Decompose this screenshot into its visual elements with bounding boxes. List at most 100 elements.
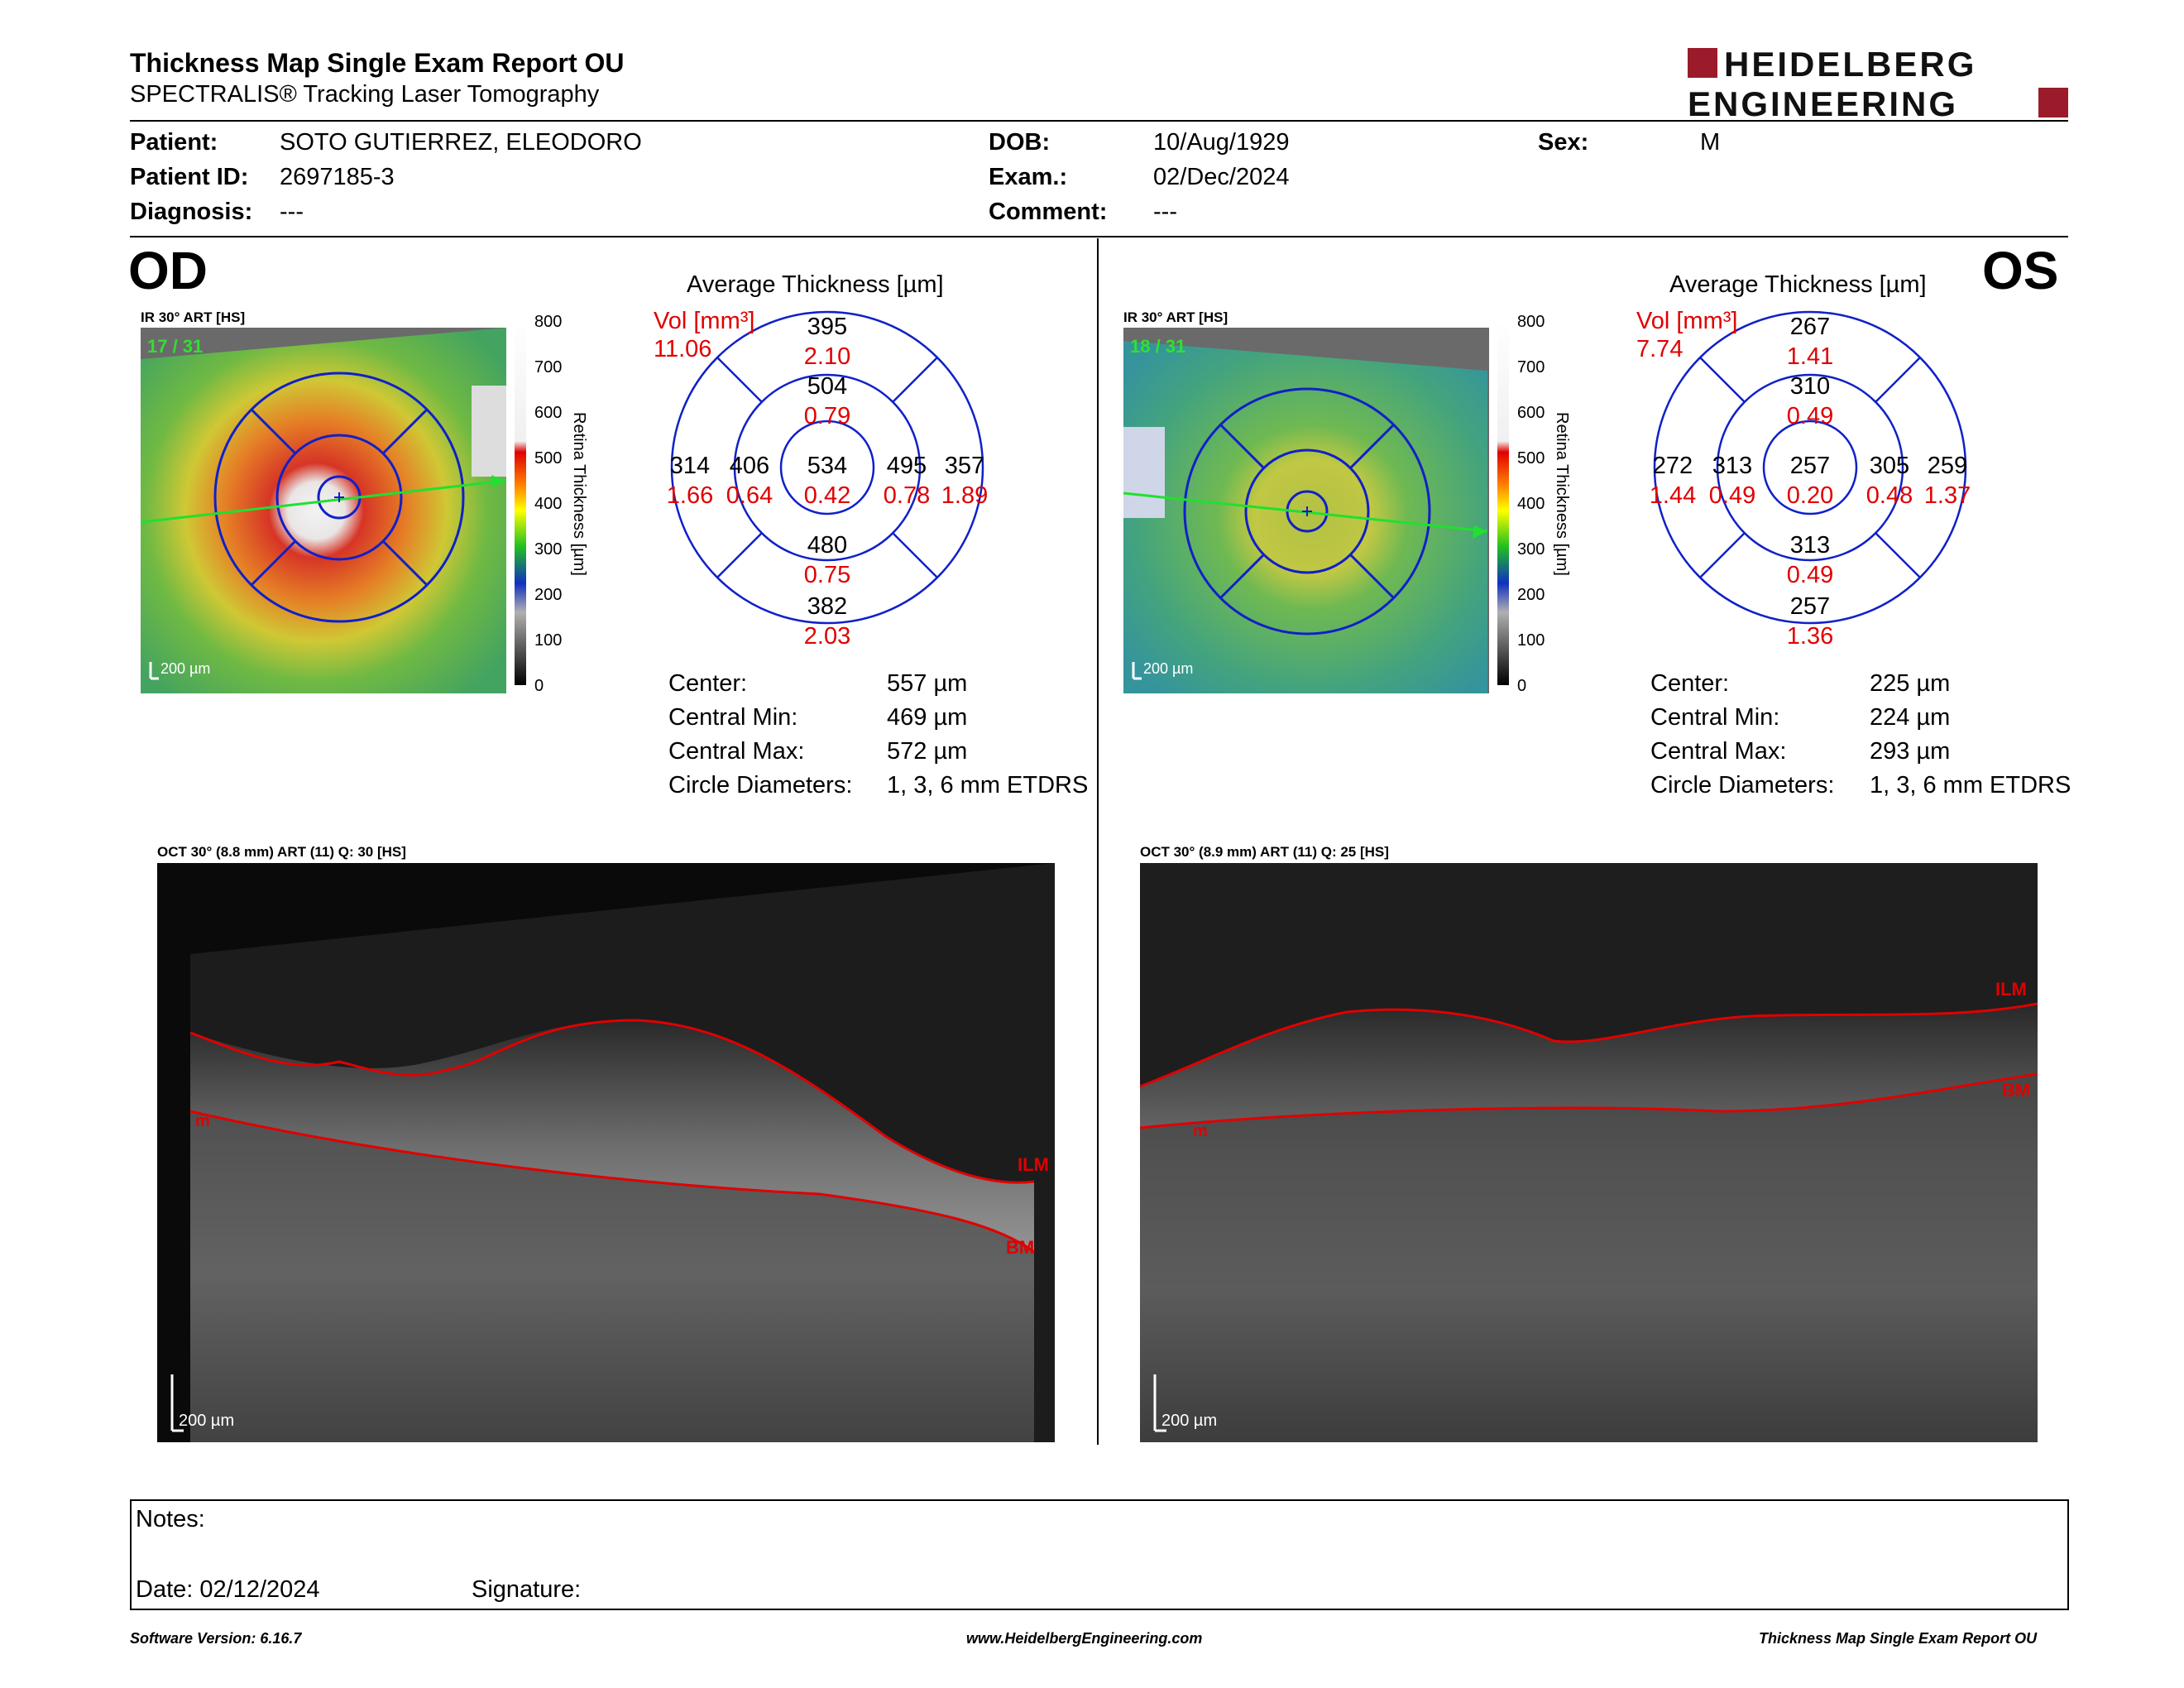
os-inner-inf-thickness: 313: [1790, 532, 1830, 559]
od-outer-right-volume: 1.89: [941, 482, 988, 509]
os-min-value: 224 µm: [1870, 704, 1951, 731]
os-map-scale: 200 µm: [1143, 660, 1193, 677]
od-min-label: Central Min:: [668, 704, 798, 731]
scale-tick: 400: [1517, 495, 1545, 513]
footer-website: www.HeidelbergEngineering.com: [966, 1630, 1203, 1647]
os-center-label: Center:: [1650, 670, 1730, 697]
od-bm-label: BM: [1006, 1237, 1034, 1258]
od-center-volume: 0.42: [804, 482, 850, 509]
od-vol-label: Vol [mm³]: [654, 308, 755, 334]
os-inner-left-volume: 0.49: [1709, 482, 1755, 509]
exam-label: Exam.:: [989, 164, 1068, 190]
os-center-value: 225 µm: [1870, 670, 1951, 697]
os-inner-right-thickness: 305: [1870, 453, 1909, 479]
od-diam-label: Circle Diameters:: [668, 772, 853, 798]
od-outer-left-volume: 1.66: [667, 482, 713, 509]
scale-tick: 100: [534, 631, 562, 650]
od-vol-value: 11.06: [654, 336, 712, 362]
os-max-value: 293 µm: [1870, 738, 1951, 765]
diagnosis-label: Diagnosis:: [130, 199, 253, 225]
od-avg-title: Average Thickness [µm]: [687, 271, 944, 298]
scale-tick: 300: [1517, 540, 1545, 559]
os-bm-label: BM: [2002, 1080, 2030, 1101]
scale-tick: 500: [534, 449, 562, 468]
signature-label: Signature:: [472, 1576, 582, 1603]
os-min-label: Central Min:: [1650, 704, 1780, 731]
heidelberg-logo: HEIDELBERG ENGINEERING: [1688, 46, 2068, 119]
notes-box: [130, 1499, 2069, 1610]
eye-divider: [1097, 238, 1099, 1445]
od-m-label: m: [195, 1112, 210, 1130]
od-inner-sup-thickness: 504: [807, 373, 847, 400]
od-outer-right-thickness: 357: [945, 453, 984, 479]
os-inner-sup-volume: 0.49: [1787, 403, 1833, 429]
os-m-label: m: [1193, 1122, 1208, 1140]
os-outer-left-thickness: 272: [1653, 453, 1693, 479]
os-oct-scan: ILM BM m 200 µm: [1140, 863, 2038, 1442]
od-oct-label: OCT 30° (8.8 mm) ART (11) Q: 30 [HS]: [157, 844, 406, 860]
od-oct-scale: 200 µm: [179, 1412, 234, 1430]
os-outer-inf-volume: 1.36: [1787, 623, 1833, 650]
notes-date: Date: 02/12/2024: [136, 1576, 320, 1603]
os-thickness-map: 18 / 31 200 µm: [1123, 328, 1489, 693]
sex-value: M: [1700, 129, 1721, 156]
od-min-value: 469 µm: [887, 704, 968, 731]
od-center-thickness: 534: [807, 453, 847, 479]
od-thickness-map: 17 / 31 200 µm: [141, 328, 506, 693]
exam-value: 02/Dec/2024: [1153, 164, 1290, 190]
os-color-scale: 800 700 600 500 400 300 200 100 0 Retina…: [1497, 313, 1571, 693]
os-avg-title: Average Thickness [µm]: [1669, 271, 1927, 298]
patient-id-value: 2697185-3: [280, 164, 395, 190]
report-subtitle: SPECTRALIS® Tracking Laser Tomography: [130, 81, 600, 108]
scale-tick: 100: [1517, 631, 1545, 650]
od-etdrs-grid: 395 2.10 504 0.79 534 0.42 480 0.75 382 …: [667, 310, 988, 650]
os-ir-label: IR 30° ART [HS]: [1123, 309, 1228, 325]
scale-tick: 0: [1517, 677, 1526, 693]
od-center-label: Center:: [668, 670, 748, 697]
od-oct-scan: ILM BM m 200 µm: [157, 863, 1055, 1442]
header-divider: [130, 120, 2068, 122]
od-map-scale: 200 µm: [160, 660, 210, 677]
os-frame-count: 18 / 31: [1130, 336, 1185, 357]
footer-software-version: Software Version: 6.16.7: [130, 1630, 302, 1647]
scale-tick: 700: [1517, 358, 1545, 376]
diagnosis-value: ---: [280, 199, 304, 225]
logo-line1: HEIDELBERG: [1724, 46, 1976, 84]
od-inner-left-thickness: 406: [730, 453, 769, 479]
od-outer-sup-thickness: 395: [807, 314, 847, 340]
od-inner-inf-volume: 0.75: [804, 562, 850, 588]
os-outer-right-thickness: 259: [1928, 453, 1967, 479]
os-outer-sup-thickness: 267: [1790, 314, 1830, 340]
scale-tick: 600: [534, 404, 562, 422]
scale-axis-label: Retina Thickness [µm]: [570, 412, 588, 576]
logo-line2: ENGINEERING: [1688, 84, 1958, 119]
scale-tick: 600: [1517, 404, 1545, 422]
os-vol-label: Vol [mm³]: [1636, 308, 1738, 334]
os-center-thickness: 257: [1790, 453, 1830, 479]
os-oct-scale: 200 µm: [1161, 1412, 1217, 1430]
comment-value: ---: [1153, 199, 1177, 225]
os-oct-label: OCT 30° (8.9 mm) ART (11) Q: 25 [HS]: [1140, 844, 1389, 860]
os-outer-right-volume: 1.37: [1924, 482, 1971, 509]
report-title: Thickness Map Single Exam Report OU: [130, 48, 625, 78]
notes-label: Notes:: [136, 1506, 205, 1532]
od-outer-inf-thickness: 382: [807, 593, 847, 620]
os-eye-label: OS: [1982, 241, 2059, 300]
dob-value: 10/Aug/1929: [1153, 129, 1290, 156]
od-inner-inf-thickness: 480: [807, 532, 847, 559]
od-center-value: 557 µm: [887, 670, 968, 697]
scale-tick: 800: [1517, 313, 1545, 331]
od-outer-inf-volume: 2.03: [804, 623, 850, 650]
scale-tick: 700: [534, 358, 562, 376]
comment-label: Comment:: [989, 199, 1108, 225]
dob-label: DOB:: [989, 129, 1051, 156]
os-outer-left-volume: 1.44: [1650, 482, 1696, 509]
od-outer-left-thickness: 314: [670, 453, 710, 479]
os-diam-value: 1, 3, 6 mm ETDRS: [1870, 772, 2071, 798]
sex-label: Sex:: [1538, 129, 1589, 156]
os-outer-inf-thickness: 257: [1790, 593, 1830, 620]
od-ilm-label: ILM: [1018, 1154, 1049, 1175]
os-ilm-label: ILM: [1995, 979, 2027, 1000]
od-max-label: Central Max:: [668, 738, 805, 765]
od-color-scale: 800 700 600 500 400 300 200 100 0 Retina…: [515, 313, 588, 693]
